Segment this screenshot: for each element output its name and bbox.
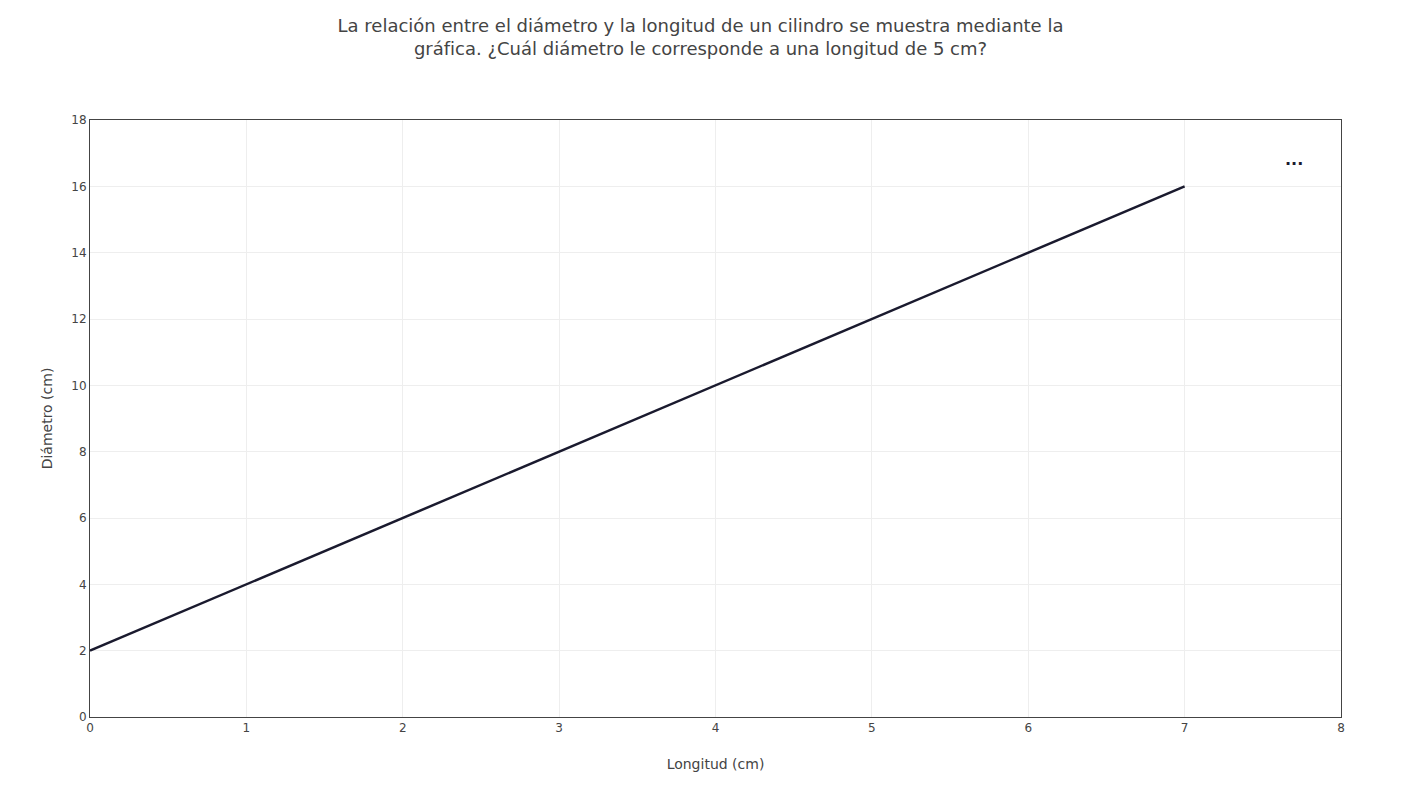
svg-text:0: 0 — [86, 721, 94, 735]
svg-text:1: 1 — [243, 721, 251, 735]
svg-text:8: 8 — [1337, 721, 1345, 735]
svg-text:7: 7 — [1181, 721, 1189, 735]
svg-text:6: 6 — [1024, 721, 1032, 735]
svg-text:0: 0 — [79, 710, 87, 724]
svg-text:14: 14 — [71, 246, 86, 260]
svg-text:6: 6 — [79, 511, 87, 525]
svg-text:...: ... — [1285, 150, 1303, 169]
svg-text:2: 2 — [399, 721, 407, 735]
svg-text:Diámetro (cm): Diámetro (cm) — [39, 368, 55, 470]
svg-text:16: 16 — [71, 180, 86, 194]
svg-text:Longitud (cm): Longitud (cm) — [667, 756, 765, 772]
svg-text:2: 2 — [79, 644, 87, 658]
svg-text:4: 4 — [79, 578, 87, 592]
svg-text:10: 10 — [71, 379, 86, 393]
svg-text:5: 5 — [868, 721, 876, 735]
svg-text:4: 4 — [712, 721, 720, 735]
svg-text:18: 18 — [71, 113, 86, 127]
svg-text:8: 8 — [79, 445, 87, 459]
svg-text:3: 3 — [555, 721, 563, 735]
svg-text:La relación entre el diámetro: La relación entre el diámetro y la longi… — [338, 15, 1064, 59]
svg-text:12: 12 — [71, 312, 86, 326]
